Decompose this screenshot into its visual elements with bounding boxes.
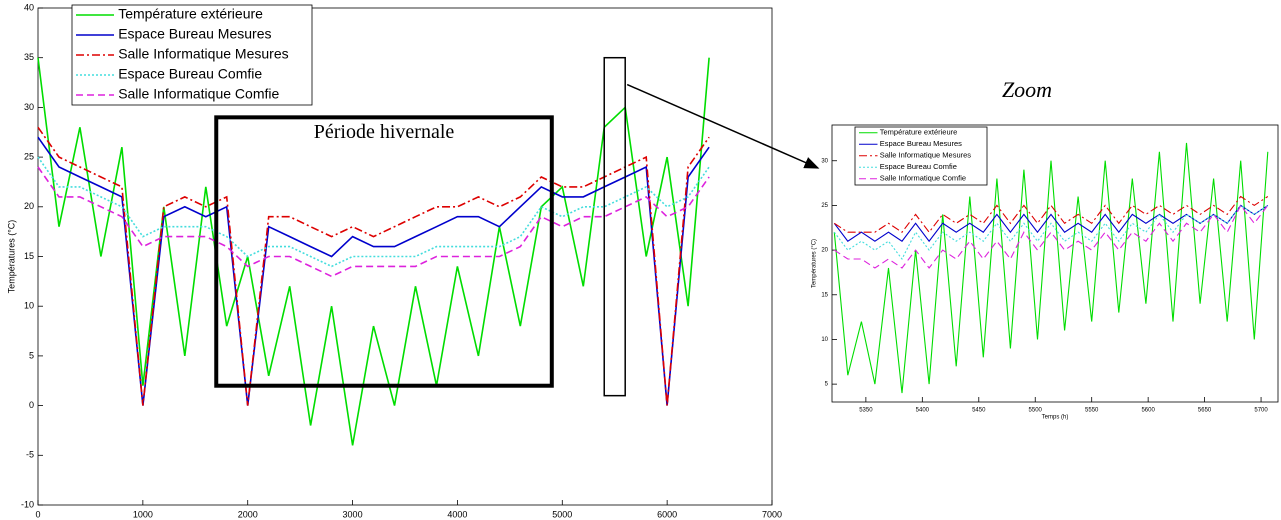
series-line — [833, 142, 1269, 394]
y-tick-label: 35 — [24, 52, 34, 62]
x-axis-label: Temps (h) — [1042, 415, 1069, 421]
legend-label: Salle Informatique Comfie — [118, 86, 279, 102]
y-tick-label: 25 — [821, 203, 828, 209]
legend-label: Espace Bureau Mesures — [118, 26, 271, 42]
x-tick-label: 3000 — [343, 509, 363, 519]
y-tick-label: 25 — [24, 151, 34, 161]
series-line — [833, 204, 1269, 261]
legend-label: Température extérieure — [880, 128, 958, 137]
y-tick-label: 15 — [24, 251, 34, 261]
y-tick-label: 20 — [24, 201, 34, 211]
legend-label: Salle Informatique Mesures — [118, 46, 288, 62]
y-tick-label: 5 — [825, 382, 829, 388]
legend-label: Espace Bureau Comfie — [118, 66, 262, 82]
x-tick-label: 4000 — [447, 509, 467, 519]
x-tick-label: 5350 — [859, 408, 873, 414]
winter-box — [214, 115, 554, 388]
y-tick-label: 0 — [29, 400, 34, 410]
y-tick-label: 40 — [24, 2, 34, 12]
x-tick-label: 7000 — [762, 509, 782, 519]
x-tick-label: 5600 — [1141, 408, 1155, 414]
zoom-title: Zoom — [1002, 77, 1052, 102]
series-line — [833, 204, 1269, 269]
x-tick-label: 5700 — [1254, 408, 1268, 414]
x-tick-label: 5450 — [972, 408, 986, 414]
legend-label: Température extérieure — [118, 6, 263, 22]
y-tick-label: 15 — [821, 292, 828, 298]
x-tick-label: 5650 — [1198, 408, 1212, 414]
legend-label: Salle Informatique Comfie — [880, 174, 966, 183]
legend-label: Espace Bureau Comfie — [880, 162, 957, 171]
series-line — [833, 195, 1269, 234]
x-tick-label: 6000 — [657, 509, 677, 519]
series-line — [37, 166, 710, 278]
legend-label: Salle Informatique Mesures — [880, 151, 972, 160]
y-tick-label: -5 — [26, 450, 34, 460]
winter-label: Période hivernale — [314, 121, 455, 143]
y-tick-label: -10 — [21, 499, 34, 509]
y-tick-label: 10 — [821, 337, 828, 343]
series-line — [37, 156, 710, 268]
y-axis-label: Températures (°C) — [812, 239, 818, 288]
y-tick-label: 5 — [29, 350, 34, 360]
x-tick-label: 5000 — [552, 509, 572, 519]
x-tick-label: 5550 — [1085, 408, 1099, 414]
legend-label: Espace Bureau Mesures — [880, 139, 962, 148]
zoom-box — [603, 56, 626, 397]
y-tick-label: 20 — [821, 248, 828, 254]
zoom-arrow — [626, 83, 820, 169]
x-tick-label: 5500 — [1029, 408, 1043, 414]
x-tick-label: 2000 — [238, 509, 258, 519]
x-tick-label: 0 — [35, 509, 40, 519]
x-tick-label: 5400 — [916, 408, 930, 414]
x-tick-label: 1000 — [133, 509, 153, 519]
y-tick-label: 30 — [821, 158, 828, 164]
y-axis-label: Températures (°C) — [6, 220, 16, 294]
y-tick-label: 10 — [24, 301, 34, 311]
series-line — [37, 57, 710, 446]
series-line — [37, 126, 710, 406]
y-tick-label: 30 — [24, 102, 34, 112]
